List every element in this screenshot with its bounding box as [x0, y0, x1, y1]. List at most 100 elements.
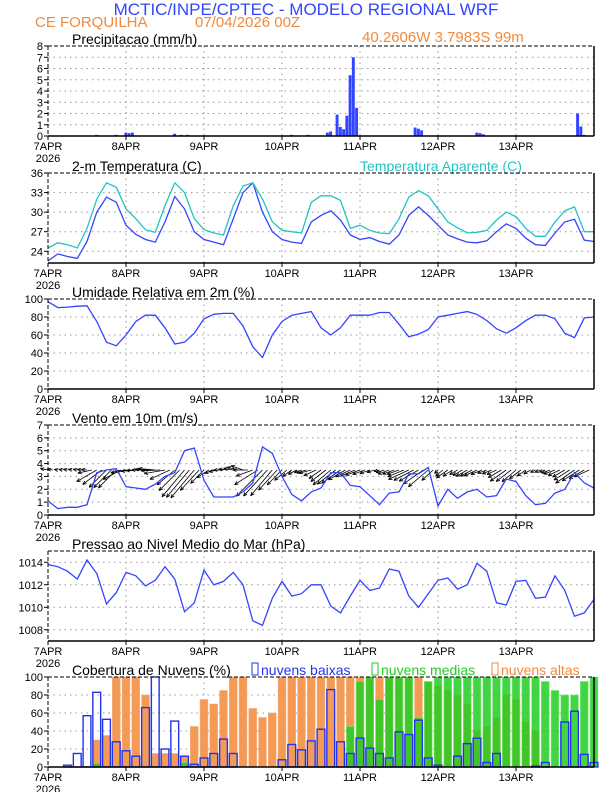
cloud-bar-nuvens-medias	[385, 676, 394, 768]
wind-vector-head	[230, 465, 236, 469]
wind-vector-head	[68, 467, 73, 472]
wind-vector	[156, 469, 176, 486]
wind-vector-head	[366, 469, 371, 474]
x-tick-label: 11APR	[343, 520, 377, 532]
y-tick-label: 7	[37, 420, 43, 432]
cloud-bar-nuvens-altas	[199, 699, 209, 768]
wind-vector	[288, 469, 297, 475]
wind-vector	[352, 469, 366, 475]
wind-vector	[489, 469, 507, 482]
cloud-bar-nuvens-altas	[151, 753, 160, 768]
wind-vector	[388, 469, 409, 480]
wind-vector	[486, 469, 497, 475]
wind-vector	[236, 469, 253, 477]
cloud-bar-nuvens-medias	[521, 676, 530, 768]
wind-vector-head	[120, 469, 126, 473]
precip-bar	[355, 107, 359, 136]
wind-vector-head	[377, 471, 383, 475]
wind-vector-head	[388, 476, 393, 480]
wind-vector-head	[516, 472, 522, 477]
x-tick-label: 9APR	[190, 520, 219, 532]
x-tick-label: 12APR	[421, 646, 456, 658]
wind-vector-head	[534, 469, 539, 473]
cloud-bar-nuvens-altas	[170, 753, 179, 768]
wind-vector-head	[434, 469, 439, 474]
pressure-title: Pressao ao Nivel Medio do Mar (hPa)	[72, 536, 305, 552]
wind-vector-head	[393, 477, 398, 481]
x-tick-label: 7APR	[34, 646, 63, 658]
y-tick-label: 80	[31, 312, 43, 324]
wind-vector	[250, 469, 273, 496]
y-tick-label: 7	[37, 52, 43, 64]
cloud-bar-nuvens-medias	[394, 676, 404, 768]
header-title: MCTIC/INPE/CPTEC - MODELO REGIONAL WRF	[114, 0, 499, 19]
precip-bar	[475, 132, 479, 136]
wind-vector	[449, 469, 458, 475]
y-tick-label: 1010	[19, 602, 43, 614]
y-tick-label: 1008	[19, 625, 43, 637]
wind-vector	[310, 469, 327, 482]
wind-vector-head	[227, 466, 232, 470]
x-tick-label: 9APR	[190, 268, 219, 280]
wind-vector-head	[530, 469, 535, 473]
wind-vector	[377, 469, 390, 475]
wind-vector	[180, 469, 200, 491]
wind-vector	[555, 469, 575, 484]
wind-vector	[258, 469, 278, 491]
precip-bar	[478, 133, 482, 136]
wind-vector-head	[303, 472, 308, 477]
wind-vector	[303, 469, 317, 477]
y-tick-label: 1012	[19, 580, 43, 592]
x-tick-label: 7APR	[34, 394, 63, 406]
cloud-bar-nuvens-altas	[268, 712, 277, 768]
wind-vector	[141, 469, 161, 472]
wind-vector-head	[138, 466, 143, 471]
x-tick-label: 11APR	[343, 394, 377, 406]
y-tick-label: 100	[25, 672, 43, 684]
wind-vector	[509, 469, 522, 480]
cloud-bar-nuvens-medias	[404, 676, 413, 768]
wind-vector	[134, 468, 151, 471]
cloud-bar-nuvens-altas	[258, 717, 267, 768]
cloud-legend: nuvens baixas nuvens medias nuvens altas	[251, 662, 580, 678]
wind-vector	[562, 469, 580, 482]
y-tick-label: 4	[37, 86, 43, 98]
y-tick-label: 100	[25, 294, 43, 306]
y-tick-label: 4	[37, 459, 43, 471]
cloud-bar-nuvens-medias	[570, 694, 579, 768]
wind-vector-head	[223, 467, 228, 471]
cloud-bar-nuvens-altas	[92, 739, 101, 768]
wind-vector	[158, 469, 180, 491]
x-tick-label: 8APR	[112, 141, 141, 153]
wind-vector	[435, 469, 444, 477]
wind-vector-head	[282, 472, 287, 477]
wind-vector	[456, 469, 468, 477]
cloud-bar-nuvens-altas	[307, 676, 316, 768]
legend-low-label: nuvens baixas	[261, 662, 351, 678]
cloud-bar-nuvens-medias	[443, 676, 452, 768]
x-tick-label: 7APR	[34, 141, 63, 153]
wind-vector-head	[54, 468, 59, 472]
precip-bar	[335, 114, 339, 136]
x-tick-label: 11APR	[343, 772, 377, 784]
precip-bar	[420, 130, 424, 136]
cloud-bar-nuvens-baixas	[82, 715, 92, 768]
wind-vector-head	[93, 483, 98, 488]
y-tick-label: 1014	[19, 557, 43, 569]
x-tick-label: 8APR	[112, 520, 141, 532]
y-tick-label: 0	[37, 762, 43, 774]
wind-vector-head	[352, 471, 357, 476]
x-tick-label: 10APR	[265, 141, 300, 153]
cloud-bar-nuvens-medias	[531, 676, 540, 768]
wind-vector-head	[236, 472, 241, 477]
cloud-bar-nuvens-medias	[346, 726, 355, 768]
cloud-bar-nuvens-altas	[160, 753, 170, 768]
cloud-bar-nuvens-medias	[453, 676, 462, 768]
wind-vector	[398, 469, 419, 482]
wind-vector-head	[208, 469, 213, 473]
wind-vector	[523, 469, 531, 475]
x-year-label: 2026	[36, 406, 60, 418]
cloud-bar-nuvens-altas	[336, 676, 345, 768]
wind-vector-head	[81, 467, 86, 472]
cloud-bar-nuvens-altas	[238, 676, 248, 768]
